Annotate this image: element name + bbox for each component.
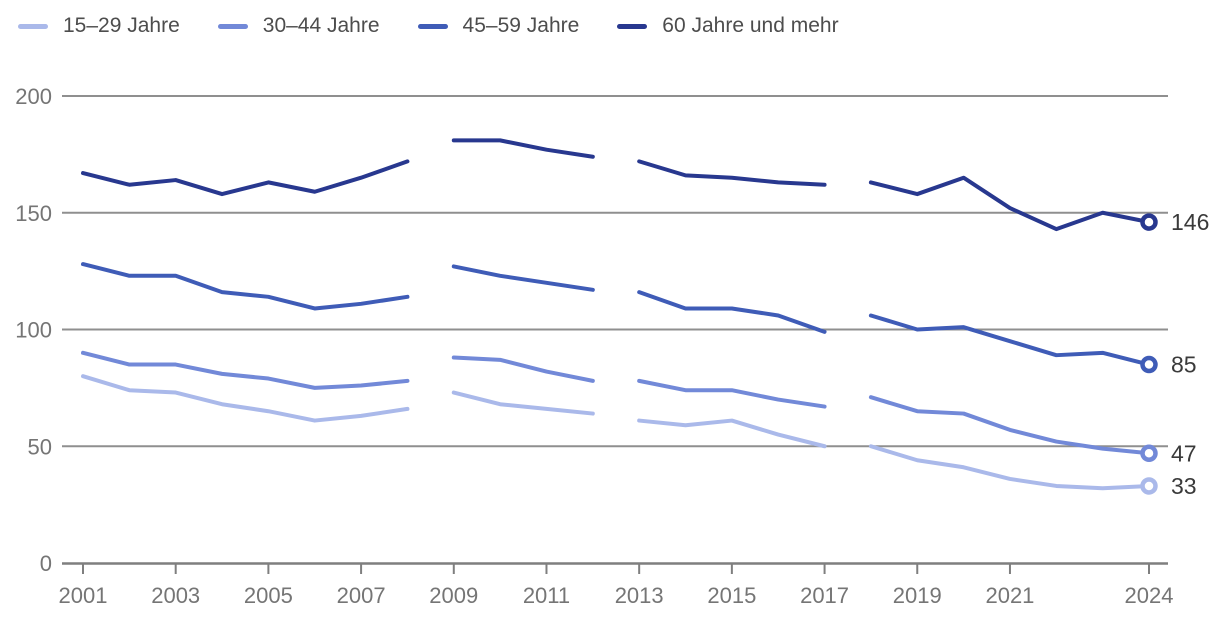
legend-item-15-29-jahre: 15–29 Jahre bbox=[18, 14, 180, 38]
end-marker-60-jahre-und-mehr-icon bbox=[1140, 213, 1158, 231]
x-tick-label-2009: 2009 bbox=[429, 583, 478, 608]
series-line-45-59-jahre-seg3 bbox=[637, 290, 827, 334]
x-tick-label-2019: 2019 bbox=[893, 583, 942, 608]
series-line-45-59-jahre-seg2 bbox=[451, 264, 595, 292]
series-line-60-jahre-und-mehr-seg3 bbox=[637, 159, 827, 187]
y-tick-label-200: 200 bbox=[15, 84, 52, 109]
y-tick-label-50: 50 bbox=[28, 434, 52, 459]
x-tick-label-2013: 2013 bbox=[615, 583, 664, 608]
series-line-15-29-jahre-seg4 bbox=[868, 444, 1151, 491]
y-tick-label-150: 150 bbox=[15, 201, 52, 226]
end-marker-30-44-jahre-icon bbox=[1140, 444, 1158, 463]
series-line-15-29-jahre-seg2 bbox=[451, 390, 595, 416]
series-line-15-29-jahre-seg3 bbox=[637, 418, 827, 449]
legend-swatch-60-icon bbox=[617, 23, 648, 29]
series-line-15-29-jahre-seg1 bbox=[81, 374, 410, 423]
series-line-30-44-jahre-seg4 bbox=[868, 395, 1151, 456]
legend-item-45-59-jahre: 45–59 Jahre bbox=[417, 14, 580, 38]
legend-swatch-45-59-icon bbox=[417, 23, 448, 29]
legend-label-60: 60 Jahre und mehr bbox=[662, 14, 839, 37]
x-tick-label-2017: 2017 bbox=[800, 583, 849, 608]
x-tick-label-2003: 2003 bbox=[151, 583, 200, 608]
x-tick-label-2007: 2007 bbox=[337, 583, 386, 608]
y-tick-label-100: 100 bbox=[15, 318, 52, 343]
legend-label-15-29: 15–29 Jahre bbox=[63, 14, 180, 37]
legend-item-60-und-mehr: 60 Jahre und mehr bbox=[617, 14, 839, 38]
series-line-30-44-jahre-seg2 bbox=[451, 355, 595, 383]
end-value-label-45-59-jahre: 85 bbox=[1171, 352, 1197, 378]
x-tick-label-2001: 2001 bbox=[59, 583, 108, 608]
series-line-60-jahre-und-mehr-seg4 bbox=[868, 175, 1151, 232]
x-tick-label-2021: 2021 bbox=[985, 583, 1034, 608]
legend-item-30-44-jahre: 30–44 Jahre bbox=[217, 14, 380, 38]
x-tick-label-2011: 2011 bbox=[523, 583, 570, 608]
legend-label-45-59: 45–59 Jahre bbox=[462, 14, 580, 37]
x-tick-label-2015: 2015 bbox=[707, 583, 756, 608]
series-line-60-jahre-und-mehr-seg1 bbox=[81, 159, 410, 197]
legend-swatch-30-44-icon bbox=[217, 23, 248, 29]
chart-legend: 15–29 Jahre 30–44 Jahre 45–59 Jahre 60 J… bbox=[18, 14, 877, 38]
legend-swatch-15-29-icon bbox=[18, 23, 48, 29]
series-line-45-59-jahre-seg1 bbox=[81, 262, 410, 311]
end-marker-15-29-jahre-icon bbox=[1140, 477, 1158, 495]
y-tick-label-0: 0 bbox=[40, 551, 52, 576]
end-value-label-30-44-jahre: 47 bbox=[1171, 440, 1197, 466]
series-line-30-44-jahre-seg3 bbox=[637, 378, 827, 409]
end-value-label-15-29-jahre: 33 bbox=[1171, 473, 1197, 499]
series-line-60-jahre-und-mehr-seg2 bbox=[451, 138, 595, 159]
legend-label-30-44: 30–44 Jahre bbox=[262, 14, 380, 37]
end-marker-45-59-jahre-icon bbox=[1140, 355, 1158, 374]
series-line-45-59-jahre-seg4 bbox=[868, 313, 1151, 367]
series-line-30-44-jahre-seg1 bbox=[81, 350, 410, 390]
x-tick-label-2024: 2024 bbox=[1125, 583, 1174, 608]
end-value-label-60-jahre-und-mehr: 146 bbox=[1171, 209, 1209, 235]
x-tick-label-2005: 2005 bbox=[244, 583, 293, 608]
